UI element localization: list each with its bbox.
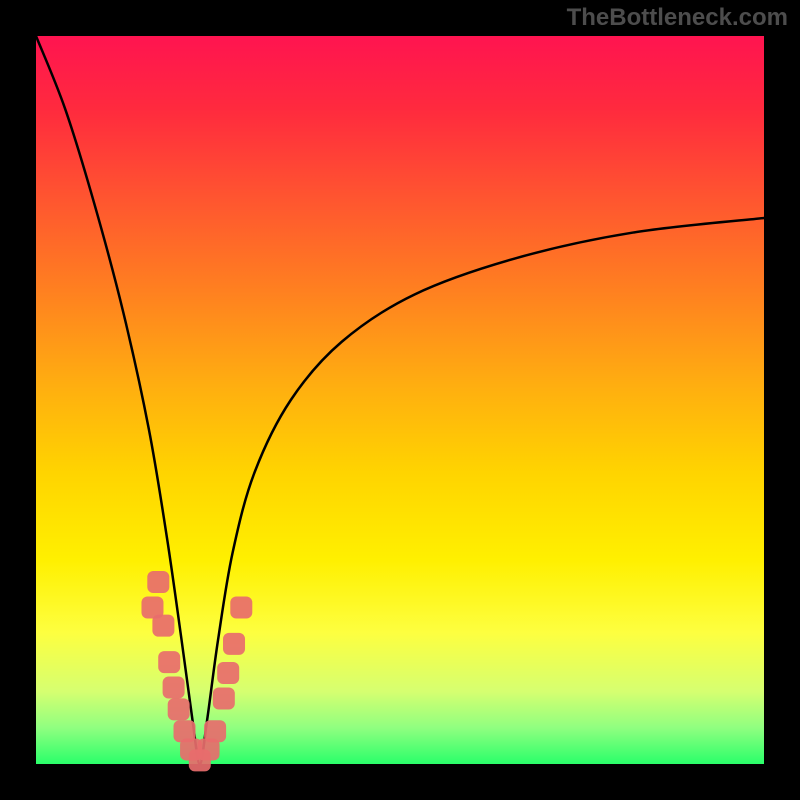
gradient-background	[36, 36, 764, 764]
chart-stage: TheBottleneck.com	[0, 0, 800, 800]
watermark-text: TheBottleneck.com	[567, 4, 788, 32]
